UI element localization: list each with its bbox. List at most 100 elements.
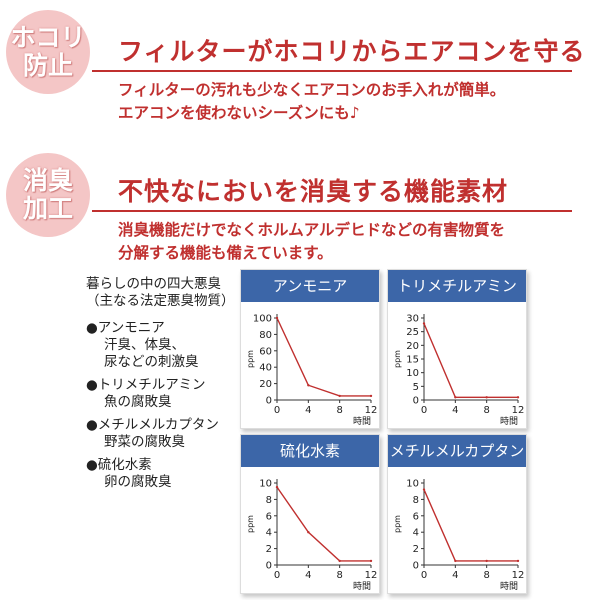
y-tick-label: 10 [259,479,272,490]
data-point [516,396,520,399]
y-tick-label: 8 [266,495,272,506]
x-tick-label: 0 [274,405,280,416]
odor-item-desc: 野菜の腐敗臭 [104,434,185,450]
x-tick-label: 4 [452,570,458,581]
chart-panel-hydrogen-sulfide: 硫化水素 0 2 4 6 8 10 0 4 8 12 ppm 時間 [240,434,380,594]
chart-ammonia: 0 20 40 60 80 100 0 4 8 12 ppm 時間 [246,314,378,428]
y-tick-label: 2 [266,544,272,555]
section1-headline: フィルターがホコリからエアコンを守る [118,37,586,66]
x-axis-label: 時間 [500,416,518,427]
badge-line2: 加工 [22,194,73,223]
y-tick-label: 4 [413,528,419,539]
badge-line1: ホコリ [10,23,86,52]
section2-text-line1: 消臭機能だけでなくホルムアルデヒドなどの有害物質を [118,221,506,239]
badge-line1: 消臭 [22,166,73,195]
x-tick-label: 8 [483,570,489,581]
y-tick-label: 25 [406,327,419,338]
y-tick-label: 10 [406,368,419,379]
data-point [454,559,457,563]
x-tick-label: 0 [274,570,280,581]
odor-item: ●メチルメルカプタン 野菜の腐敗臭 [86,417,236,451]
data-line [423,489,518,562]
data-point [422,488,426,491]
y-tick-label: 6 [413,511,419,522]
chart-panel-trimethylamine: トリメチルアミン 0 5 10 15 20 25 30 0 4 8 12 ppm 時間 [387,269,527,429]
y-axis-label: ppm [393,515,402,533]
y-tick-label: 0 [413,396,419,407]
odor-list-subheading: （主なる法定悪臭物質） [86,293,235,309]
data-point [369,559,373,563]
x-axis-label: 時間 [353,581,371,592]
x-tick-label: 4 [305,570,311,581]
x-tick-label: 8 [336,405,342,416]
x-tick-label: 12 [365,405,378,416]
data-point [485,396,488,399]
odor-item: ●硫化水素 卵の腐敗臭 [86,457,236,491]
chart-panel-ammonia: アンモニア 0 20 40 60 80 100 0 4 8 12 ppm 時間 [240,269,380,429]
data-point [369,394,373,398]
deodorant-badge: 消臭 加工 [6,153,90,237]
data-point [338,394,341,398]
data-point [338,559,341,563]
odor-list-heading: 暮らしの中の四大悪臭 [86,276,221,292]
y-tick-label: 10 [406,479,419,490]
y-axis-label: ppm [393,350,402,368]
y-axis-label: ppm [246,515,255,533]
x-tick-label: 8 [336,570,342,581]
odor-item-name: ●メチルメルカプタン [86,417,219,433]
x-tick-label: 12 [512,405,525,416]
y-tick-label: 30 [406,314,419,325]
data-point [307,531,310,534]
x-tick-label: 4 [452,405,458,416]
y-tick-label: 20 [259,379,272,390]
data-point [454,396,457,399]
x-axis-label: 時間 [500,581,518,592]
y-tick-label: 60 [259,346,272,357]
chart-hydrogen-sulfide: 0 2 4 6 8 10 0 4 8 12 ppm 時間 [246,479,378,593]
odor-item: ●トリメチルアミン 魚の腐敗臭 [86,377,236,411]
chart-title: 硫化水素 [241,435,379,467]
y-axis-label: ppm [246,350,255,368]
data-line [276,486,371,562]
data-point [275,485,279,489]
chart-trimethylamine: 0 5 10 15 20 25 30 0 4 8 12 ppm 時間 [393,314,525,428]
y-tick-label: 2 [413,544,419,555]
y-tick-label: 80 [259,330,272,341]
data-line [423,323,518,398]
x-tick-label: 12 [512,570,525,581]
chart-title: トリメチルアミン [388,270,526,302]
y-tick-label: 5 [413,382,419,393]
section2-text-line2: 分解する機能も備えています。 [118,244,333,262]
odor-item-name: ●硫化水素 [86,457,152,473]
x-tick-label: 8 [483,405,489,416]
x-tick-label: 12 [365,570,378,581]
y-tick-label: 20 [406,341,419,352]
odor-item-desc: 卵の腐敗臭 [104,474,172,490]
y-tick-label: 4 [266,528,272,539]
x-tick-label: 0 [421,405,427,416]
chart-title: メチルメルカプタン [388,435,526,467]
chart-title: アンモニア [241,270,379,302]
section2-rule [92,210,572,212]
y-tick-label: 100 [253,314,272,325]
data-point [485,559,488,563]
x-tick-label: 4 [305,405,311,416]
x-axis-label: 時間 [353,416,371,427]
y-tick-label: 8 [413,495,419,506]
data-point [275,316,279,320]
section1-rule [92,70,572,72]
odor-item-desc: 汗臭、体臭、 [104,337,185,353]
data-line [276,317,371,397]
dust-prevention-badge: ホコリ 防止 [6,10,90,94]
data-point [422,322,426,325]
odor-item: ●アンモニア 汗臭、体臭、 尿などの刺激臭 [86,320,236,371]
section1-text-line2: エアコンを使わないシーズンにも♪ [118,104,360,122]
y-tick-label: 0 [413,561,419,572]
odor-item-name: ●トリメチルアミン [86,377,206,393]
data-point [307,384,310,387]
y-tick-label: 40 [259,363,272,374]
section1-text-line1: フィルターの汚れも少なくエアコンのお手入れが簡単。 [118,81,506,99]
badge-line2: 防止 [22,51,73,80]
data-point [516,559,520,563]
x-tick-label: 0 [421,570,427,581]
